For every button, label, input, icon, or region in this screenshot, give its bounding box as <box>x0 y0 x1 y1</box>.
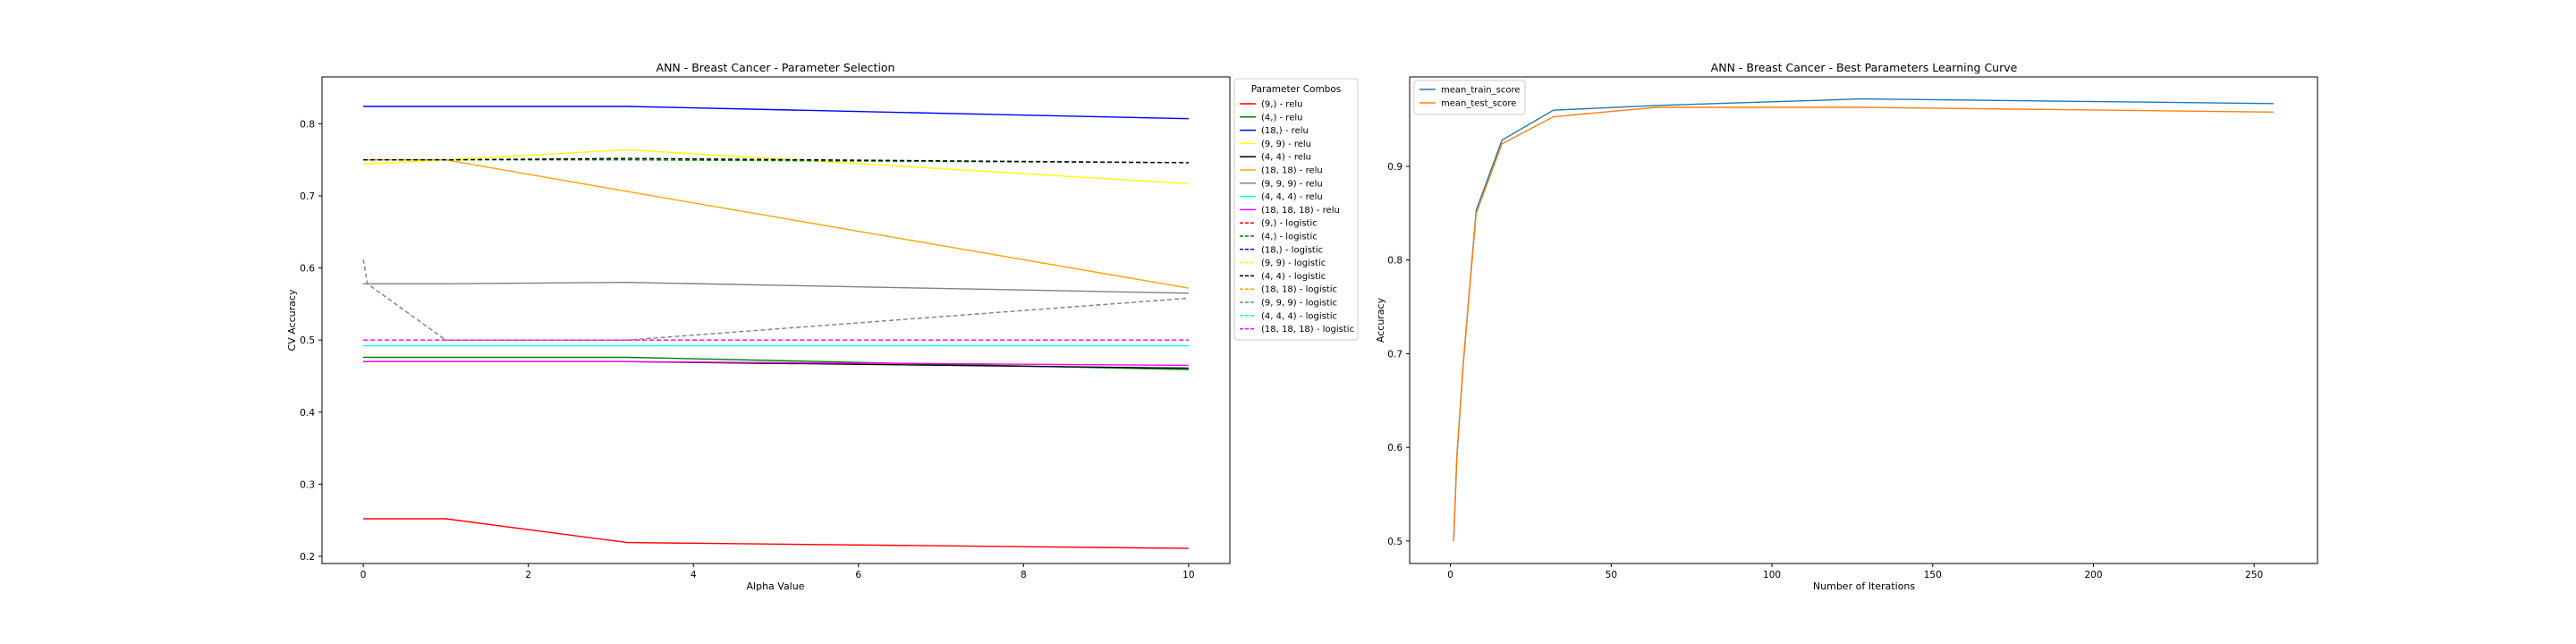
chart-2-legend-box <box>1413 80 1526 115</box>
legend-label: (4, 4, 4) - logistic <box>1261 311 1337 321</box>
y-tick-label: 0.7 <box>300 191 315 202</box>
x-tick-label: 0 <box>360 570 367 580</box>
series-line-1-11 <box>363 158 1189 164</box>
y-tick-label: 0.8 <box>1387 256 1402 267</box>
legend-label: (9, 9) - logistic <box>1261 258 1326 268</box>
x-tick-label: 250 <box>2245 570 2263 580</box>
chart-2-legend-items: mean_train_score mean_test_score <box>1419 86 1521 109</box>
chart-1-legend-title: Parameter Combos <box>1251 84 1342 95</box>
legend-label: (18,) - logistic <box>1261 245 1323 255</box>
legend-label: mean_test_score <box>1441 99 1516 109</box>
legend-label: (9, 9) - relu <box>1261 140 1311 149</box>
chart-2-x-ticks: 0 50 100 150 200 250 <box>1447 564 2263 580</box>
x-tick-label: 6 <box>855 570 861 580</box>
legend-label: (4, 4, 4) - relu <box>1261 192 1323 202</box>
legend-label: (4,) - relu <box>1261 113 1302 123</box>
legend-label: (18, 18) - logistic <box>1261 285 1337 295</box>
x-tick-label: 8 <box>1021 570 1027 580</box>
legend-label: (9,) - logistic <box>1261 219 1318 229</box>
y-tick-label: 0.8 <box>300 119 315 130</box>
chart-2-plot-frame <box>1409 76 2318 564</box>
chart-1-legend: Parameter Combos (9,) - relu(4,) - relu(… <box>1233 78 1359 341</box>
x-tick-label: 2 <box>525 570 531 580</box>
y-tick-label: 0.6 <box>1387 443 1402 453</box>
x-tick-label: 4 <box>691 570 697 580</box>
legend-label: (18, 18) - relu <box>1261 166 1323 176</box>
series-line-1-14 <box>363 157 1189 164</box>
chart-1-x-ticks: 0 2 4 6 8 10 <box>360 564 1195 580</box>
y-tick-label: 0.4 <box>300 408 315 419</box>
series-line-1-7 <box>363 281 1189 294</box>
legend-label: (18, 18, 18) - relu <box>1261 206 1340 216</box>
chart-2-y-axis-label: Accuracy <box>1375 297 1386 343</box>
legend-label: (9, 9, 9) - logistic <box>1261 299 1337 309</box>
chart-1-series <box>362 106 1190 549</box>
x-tick-label: 50 <box>1606 570 1617 580</box>
legend-label: (4, 4) - relu <box>1261 153 1311 163</box>
chart-parameter-selection: ANN - Breast Cancer - Parameter Selectio… <box>286 61 1359 592</box>
chart-2-x-axis-label: Number of Iterations <box>1813 580 1915 592</box>
chart-1-y-axis-label: CV Accuracy <box>286 289 298 351</box>
x-tick-label: 0 <box>1447 570 1453 580</box>
y-tick-label: 0.3 <box>300 479 315 490</box>
x-tick-label: 10 <box>1182 570 1194 580</box>
chart-1-title: ANN - Breast Cancer - Parameter Selectio… <box>657 61 895 74</box>
series-line-1-6 <box>363 158 1190 289</box>
y-tick-label: 0.2 <box>300 552 315 563</box>
chart-2-legend: mean_train_score mean_test_score <box>1413 80 1526 115</box>
series-line-1-9 <box>363 360 1189 367</box>
legend-label: (18,) - relu <box>1261 126 1309 136</box>
series-line-2-2 <box>1453 106 2274 541</box>
legend-label: (4, 4) - logistic <box>1261 272 1326 282</box>
legend-label: (9, 9, 9) - relu <box>1261 179 1323 189</box>
chart-2-series <box>1453 97 2274 541</box>
chart-1-legend-items: (9,) - relu (4,) - relu (18,) - relu (9, 9)… <box>1240 100 1354 335</box>
series-line-1-16 <box>362 258 1189 341</box>
chart-1-plot-frame <box>321 76 1231 564</box>
y-tick-label: 0.5 <box>1387 537 1402 547</box>
y-tick-label: 0.7 <box>1387 349 1402 360</box>
chart-1-x-axis-label: Alpha Value <box>747 580 805 592</box>
legend-label: (9,) - relu <box>1261 100 1302 110</box>
x-tick-label: 200 <box>2084 570 2102 580</box>
legend-label: (4,) - logistic <box>1261 233 1318 242</box>
x-tick-label: 150 <box>1924 570 1942 580</box>
chart-2-y-ticks: 0.5 0.6 0.7 0.8 0.9 <box>1387 162 1410 547</box>
series-line-1-4 <box>363 148 1189 184</box>
chart-1-legend-box <box>1233 78 1359 341</box>
chart-1-y-ticks: 0.2 0.3 0.4 0.5 0.6 0.7 0.8 <box>300 119 322 563</box>
series-line-1-1 <box>363 518 1189 549</box>
legend-label: (18, 18, 18) - logistic <box>1261 325 1354 335</box>
y-tick-label: 0.5 <box>300 335 315 346</box>
x-tick-label: 100 <box>1763 570 1781 580</box>
chart-learning-curve: ANN - Breast Cancer - Best Parameters Le… <box>1375 61 2318 592</box>
chart-2-title: ANN - Breast Cancer - Best Parameters Le… <box>1711 61 2018 74</box>
legend-label: mean_train_score <box>1441 86 1521 96</box>
y-tick-label: 0.6 <box>300 264 315 275</box>
y-tick-label: 0.9 <box>1387 162 1402 173</box>
series-line-1-3 <box>363 106 1189 120</box>
